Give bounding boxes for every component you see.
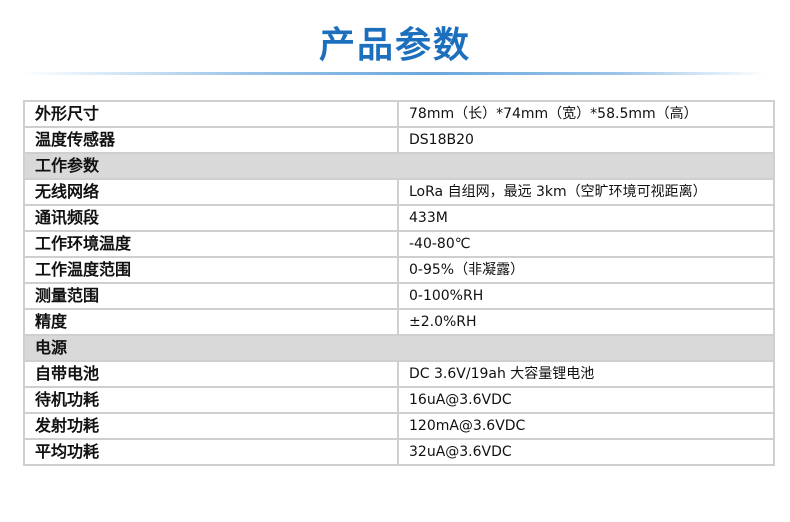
param-label: 温度传感器: [23, 126, 399, 154]
table-row: 发射功耗 120mA@3.6VDC: [23, 412, 775, 440]
param-value: DS18B20: [397, 126, 775, 154]
param-label: 精度: [23, 308, 399, 336]
param-label: 待机功耗: [23, 386, 399, 414]
param-value: DC 3.6V/19ah 大容量锂电池: [397, 360, 775, 388]
table-row: 无线网络 LoRa 自组网，最远 3km（空旷环境可视距离）: [23, 178, 775, 206]
param-value: 0-95%（非凝露）: [397, 256, 775, 284]
table-row: 精度 ±2.0%RH: [23, 308, 775, 336]
table-row: 平均功耗 32uA@3.6VDC: [23, 438, 775, 466]
table-row: 自带电池 DC 3.6V/19ah 大容量锂电池: [23, 360, 775, 388]
param-label: 工作环境温度: [23, 230, 399, 258]
section-title: 工作参数: [23, 152, 775, 180]
param-value: -40-80℃: [397, 230, 775, 258]
param-value: ±2.0%RH: [397, 308, 775, 336]
param-label: 自带电池: [23, 360, 399, 388]
param-value: 0-100%RH: [397, 282, 775, 310]
param-label: 工作温度范围: [23, 256, 399, 284]
table-row: 工作温度范围 0-95%（非凝露）: [23, 256, 775, 284]
param-value: 16uA@3.6VDC: [397, 386, 775, 414]
section-title: 电源: [23, 334, 775, 362]
page-title: 产品参数: [318, 25, 471, 66]
title-divider: [22, 72, 766, 75]
table-row: 外形尺寸 78mm（长）*74mm（宽）*58.5mm（高）: [23, 100, 775, 128]
spec-table: 外形尺寸 78mm（长）*74mm（宽）*58.5mm（高） 温度传感器 DS18B2…: [23, 100, 775, 466]
param-value: 78mm（长）*74mm（宽）*58.5mm（高）: [397, 100, 775, 128]
section-header: 工作参数: [23, 152, 775, 180]
param-value: LoRa 自组网，最远 3km（空旷环境可视距离）: [397, 178, 775, 206]
table-row: 待机功耗 16uA@3.6VDC: [23, 386, 775, 414]
table-row: 温度传感器 DS18B20: [23, 126, 775, 154]
param-value: 433M: [397, 204, 775, 232]
param-value: 32uA@3.6VDC: [397, 438, 775, 466]
param-label: 外形尺寸: [23, 100, 399, 128]
param-label: 发射功耗: [23, 412, 399, 440]
table-row: 通讯频段 433M: [23, 204, 775, 232]
param-label: 通讯频段: [23, 204, 399, 232]
section-header: 电源: [23, 334, 775, 362]
table-row: 测量范围 0-100%RH: [23, 282, 775, 310]
param-label: 测量范围: [23, 282, 399, 310]
table-row: 工作环境温度 -40-80℃: [23, 230, 775, 258]
param-value: 120mA@3.6VDC: [397, 412, 775, 440]
param-label: 平均功耗: [23, 438, 399, 466]
param-label: 无线网络: [23, 178, 399, 206]
